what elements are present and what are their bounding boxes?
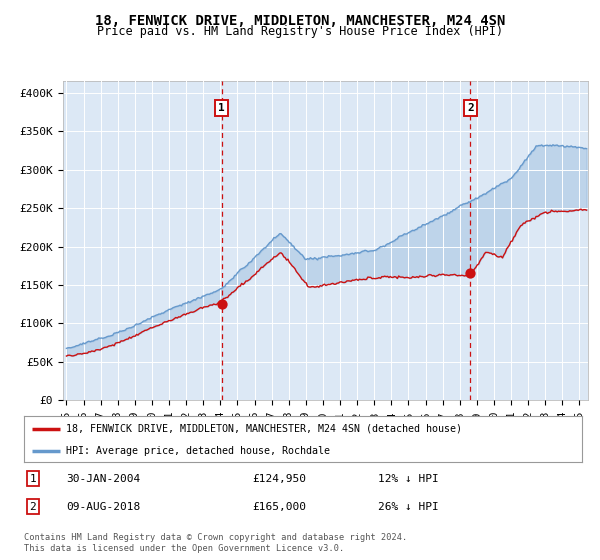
Text: 18, FENWICK DRIVE, MIDDLETON, MANCHESTER, M24 4SN (detached house): 18, FENWICK DRIVE, MIDDLETON, MANCHESTER… (66, 424, 462, 434)
Text: 2: 2 (29, 502, 37, 512)
Text: £124,950: £124,950 (252, 474, 306, 484)
Text: 1: 1 (29, 474, 37, 484)
Text: 12% ↓ HPI: 12% ↓ HPI (378, 474, 439, 484)
Text: HPI: Average price, detached house, Rochdale: HPI: Average price, detached house, Roch… (66, 446, 330, 455)
Point (217, 300, 226, 309)
Text: 26% ↓ HPI: 26% ↓ HPI (378, 502, 439, 512)
Text: £165,000: £165,000 (252, 502, 306, 512)
Text: 30-JAN-2004: 30-JAN-2004 (66, 474, 140, 484)
Text: 2: 2 (467, 103, 474, 113)
Text: Price paid vs. HM Land Registry's House Price Index (HPI): Price paid vs. HM Land Registry's House … (97, 25, 503, 38)
Text: 1: 1 (218, 103, 225, 113)
Text: Contains HM Land Registry data © Crown copyright and database right 2024.
This d: Contains HM Land Registry data © Crown c… (24, 533, 407, 553)
Point (466, 269, 475, 278)
Text: 18, FENWICK DRIVE, MIDDLETON, MANCHESTER, M24 4SN: 18, FENWICK DRIVE, MIDDLETON, MANCHESTER… (95, 14, 505, 28)
Text: 09-AUG-2018: 09-AUG-2018 (66, 502, 140, 512)
